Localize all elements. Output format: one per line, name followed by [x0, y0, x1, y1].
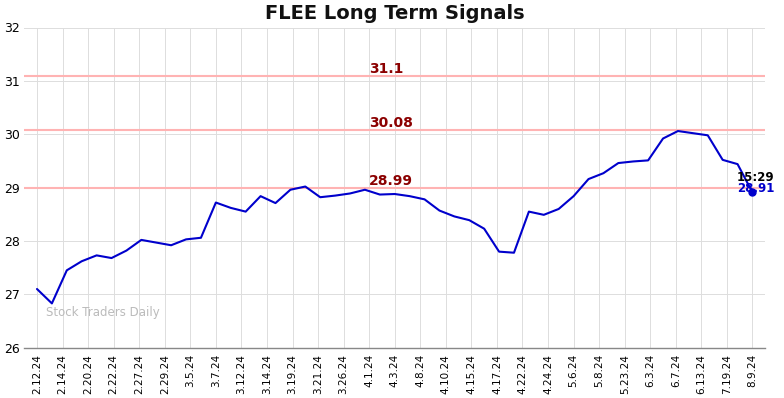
- Text: Stock Traders Daily: Stock Traders Daily: [46, 306, 160, 319]
- Text: 28.99: 28.99: [369, 174, 413, 189]
- Text: 15:29: 15:29: [737, 171, 775, 183]
- Text: 28.91: 28.91: [737, 182, 775, 195]
- Title: FLEE Long Term Signals: FLEE Long Term Signals: [265, 4, 524, 23]
- Text: 31.1: 31.1: [369, 62, 404, 76]
- Text: 30.08: 30.08: [369, 116, 413, 130]
